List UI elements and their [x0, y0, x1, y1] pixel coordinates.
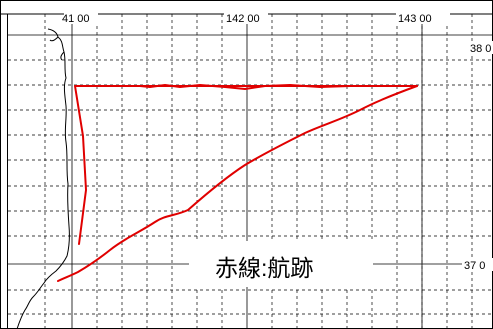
lon-label-141: 41 00	[62, 13, 90, 25]
coastline-inlet	[49, 36, 65, 61]
lat-label-bg-38	[468, 41, 493, 54]
lon-label-bg-142	[224, 11, 268, 24]
lon-label-143: 143 00	[398, 13, 432, 25]
lon-label-142: 142 00	[226, 13, 260, 25]
lat-label-38: 38 0	[470, 43, 491, 55]
ship-track-diagonal	[57, 85, 418, 282]
legend-panel	[189, 241, 373, 287]
lat-label-bg-37	[462, 258, 493, 271]
coastline	[16, 28, 70, 329]
ship-track-wiggle	[139, 84, 351, 90]
lon-label-bg-141	[64, 11, 98, 24]
legend-track-label: 赤線:航跡	[215, 255, 313, 281]
lat-label-37: 37 0	[464, 260, 485, 272]
grid-vertical-lines	[44, 14, 473, 329]
lon-label-bg-143	[396, 11, 450, 24]
